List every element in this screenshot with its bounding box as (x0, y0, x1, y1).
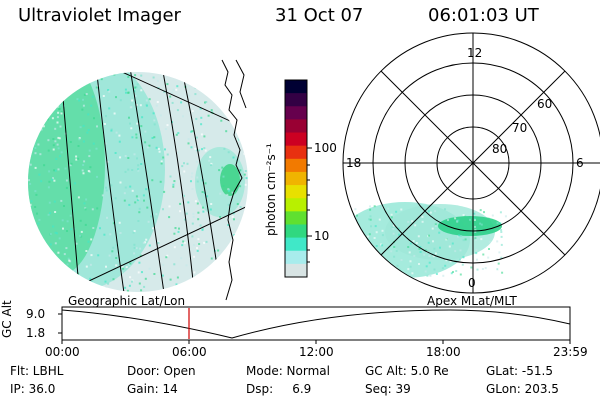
ip-info: IP: 36.0 (10, 382, 56, 396)
instrument-title: Ultraviolet Imager (18, 5, 181, 26)
colorbar-segment (285, 132, 307, 147)
colorbar-segment (285, 185, 307, 199)
earth-image (28, 59, 248, 301)
x-tick-1200: 12:00 (299, 345, 334, 359)
colorbar-segment (285, 119, 307, 134)
x-tick-2359: 23:59 (553, 345, 588, 359)
x-tick-1800: 18:00 (426, 345, 461, 359)
colorbar-tick-100: 100 (314, 141, 337, 155)
colorbar-segment (285, 106, 307, 120)
colorbar-segment (285, 263, 307, 278)
date-label: 31 Oct 07 (275, 5, 364, 26)
mlt-6: 6 (576, 156, 584, 170)
time-label: 06:01:03 UT (428, 5, 539, 26)
mode-info: Mode: Normal (246, 364, 330, 378)
colorbar-segment (285, 198, 307, 212)
glon-info: GLon: 203.5 (486, 382, 559, 396)
x-tick-0000: 00:00 (45, 345, 80, 359)
coastline (221, 59, 243, 301)
apex-label: Apex MLat/MLT (427, 294, 517, 308)
gain-info: Gain: 14 (127, 382, 178, 396)
dsp-info: Dsp: 6.9 (246, 382, 312, 396)
colorbar-tick-10: 10 (314, 229, 330, 243)
colorbar-segment (285, 93, 307, 107)
seq-info: Seq: 39 (365, 382, 411, 396)
flt-info: Flt: LBHL (10, 364, 64, 378)
colorbar-segment (285, 80, 307, 94)
mlt-0: 0 (468, 276, 476, 290)
lat-80: 80 (492, 142, 508, 156)
y-tick-9: 9.0 (26, 307, 46, 321)
altitude-strip (58, 306, 571, 344)
coastline-2 (235, 59, 247, 109)
colorbar-segment (285, 211, 307, 225)
mlt-12: 12 (467, 46, 483, 60)
glat-info: GLat: -51.5 (486, 364, 553, 378)
colorbar-segment (285, 171, 307, 186)
colorbar-segment (285, 224, 307, 239)
colorbar (284, 79, 312, 278)
colorbar-unit: photon cm⁻²s⁻¹ (264, 143, 278, 236)
y-tick-1.8: 1.8 (26, 326, 46, 340)
polar-plot (342, 32, 600, 294)
colorbar-ticks (307, 147, 312, 263)
lat-60: 60 (537, 97, 553, 111)
colorbar-segment (285, 145, 307, 160)
colorbar-segment (285, 158, 307, 173)
lat-70: 70 (512, 121, 528, 135)
mlt-18: 18 (346, 156, 362, 170)
colorbar-segment (285, 237, 307, 252)
x-tick-0600: 06:00 (172, 345, 207, 359)
door-info: Door: Open (127, 364, 196, 378)
gc-alt-axis-label: GC Alt (0, 300, 14, 338)
colorbar-segment (285, 250, 307, 265)
gc-alt-info: GC Alt: 5.0 Re (365, 364, 449, 378)
geographic-label: Geographic Lat/Lon (68, 294, 186, 308)
altitude-curve (61, 309, 571, 339)
